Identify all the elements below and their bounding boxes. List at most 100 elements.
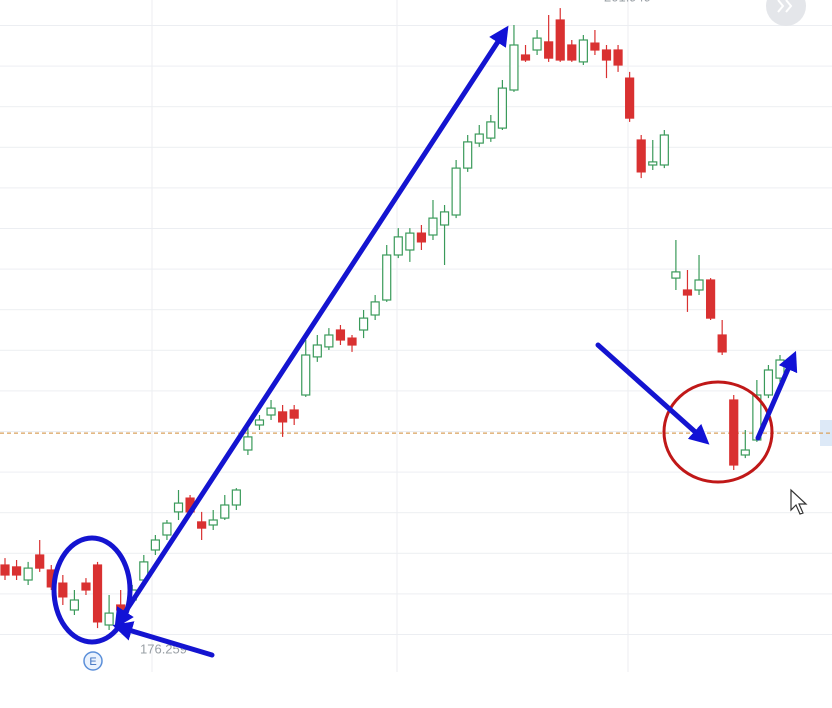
candle-body bbox=[231, 489, 241, 506]
candle-body bbox=[705, 279, 716, 319]
candle-body bbox=[497, 87, 507, 129]
candle bbox=[451, 160, 461, 219]
candle-body bbox=[555, 19, 565, 61]
candle-body bbox=[729, 399, 739, 466]
candle-body bbox=[393, 236, 403, 256]
candle-body bbox=[81, 582, 91, 591]
candle bbox=[578, 35, 588, 65]
candle-body bbox=[544, 41, 554, 59]
candle bbox=[520, 45, 531, 62]
candle bbox=[69, 590, 80, 615]
candle-body bbox=[347, 337, 357, 346]
candle-body bbox=[162, 522, 172, 536]
candle bbox=[636, 135, 646, 179]
candle-body bbox=[694, 279, 704, 291]
candle bbox=[671, 240, 681, 290]
candle-body bbox=[150, 539, 160, 551]
candle bbox=[659, 130, 669, 169]
candle-body bbox=[370, 301, 380, 316]
candle-body bbox=[648, 161, 658, 166]
candle-body bbox=[312, 344, 322, 358]
candle bbox=[81, 578, 91, 595]
candle bbox=[58, 575, 68, 605]
candle bbox=[625, 71, 635, 122]
candle bbox=[11, 560, 22, 580]
candle-body bbox=[463, 141, 473, 169]
candle bbox=[509, 25, 519, 92]
candle bbox=[763, 365, 774, 399]
candle-body bbox=[682, 289, 693, 296]
candle-body bbox=[104, 612, 114, 626]
candle-body bbox=[23, 567, 33, 581]
candle bbox=[497, 80, 507, 130]
candle-body bbox=[532, 37, 542, 51]
candle-body bbox=[439, 211, 450, 226]
candle-body bbox=[92, 564, 103, 623]
candle bbox=[648, 140, 658, 170]
candle-body bbox=[382, 254, 392, 301]
candle bbox=[92, 561, 103, 629]
candle-body bbox=[428, 217, 438, 236]
candle bbox=[555, 8, 565, 62]
candle-body bbox=[486, 121, 496, 139]
earnings-marker[interactable]: E bbox=[83, 651, 103, 671]
candle bbox=[601, 45, 612, 79]
drawings bbox=[51, 25, 798, 658]
candle-body bbox=[416, 232, 427, 243]
candle-body bbox=[601, 49, 612, 61]
candle bbox=[717, 320, 727, 355]
candle bbox=[532, 30, 542, 55]
candle-body bbox=[11, 566, 22, 576]
candle-body bbox=[301, 354, 311, 396]
candle-body bbox=[763, 369, 774, 396]
candle-body bbox=[474, 133, 484, 144]
candle bbox=[35, 540, 45, 572]
candle-body bbox=[116, 604, 126, 611]
candle-body bbox=[254, 419, 265, 426]
candle bbox=[23, 561, 33, 585]
candle-body bbox=[335, 329, 346, 341]
candle-body bbox=[625, 77, 635, 119]
candle-body bbox=[266, 407, 276, 416]
candle-body bbox=[567, 44, 577, 61]
candle-body bbox=[451, 167, 461, 216]
grid-background bbox=[0, 0, 832, 672]
candle-body bbox=[289, 409, 299, 419]
high-label: 201.949 bbox=[604, 0, 651, 4]
candle-body bbox=[659, 134, 669, 166]
candle-body bbox=[613, 49, 623, 66]
candle-body bbox=[278, 411, 288, 423]
candle bbox=[705, 278, 716, 320]
candle-body bbox=[220, 504, 230, 519]
candle bbox=[729, 395, 739, 470]
candle bbox=[740, 430, 750, 459]
candle-body bbox=[208, 519, 218, 526]
candle-body bbox=[197, 521, 207, 529]
candle-body bbox=[69, 599, 80, 611]
expand-button[interactable] bbox=[766, 0, 806, 26]
cursor bbox=[790, 488, 808, 515]
candle-body bbox=[173, 502, 184, 513]
candle-body bbox=[35, 554, 45, 569]
candle bbox=[590, 30, 600, 55]
candle-body bbox=[717, 334, 727, 353]
candle bbox=[682, 270, 693, 312]
candle bbox=[613, 45, 623, 72]
candle-body bbox=[520, 54, 531, 61]
candle-body bbox=[671, 271, 681, 279]
candle-body bbox=[58, 582, 68, 598]
candle-body bbox=[578, 39, 588, 63]
candle-body bbox=[358, 317, 369, 331]
candle-body bbox=[509, 44, 519, 91]
candle-body bbox=[636, 139, 646, 173]
candle-body bbox=[405, 232, 415, 251]
candle-body bbox=[590, 42, 600, 51]
candle-body bbox=[740, 449, 750, 456]
candle bbox=[544, 15, 554, 62]
candle bbox=[567, 40, 577, 62]
earnings-label: E bbox=[89, 656, 96, 668]
candle-body bbox=[0, 564, 10, 576]
candle-body bbox=[243, 436, 253, 451]
candle bbox=[104, 595, 114, 630]
